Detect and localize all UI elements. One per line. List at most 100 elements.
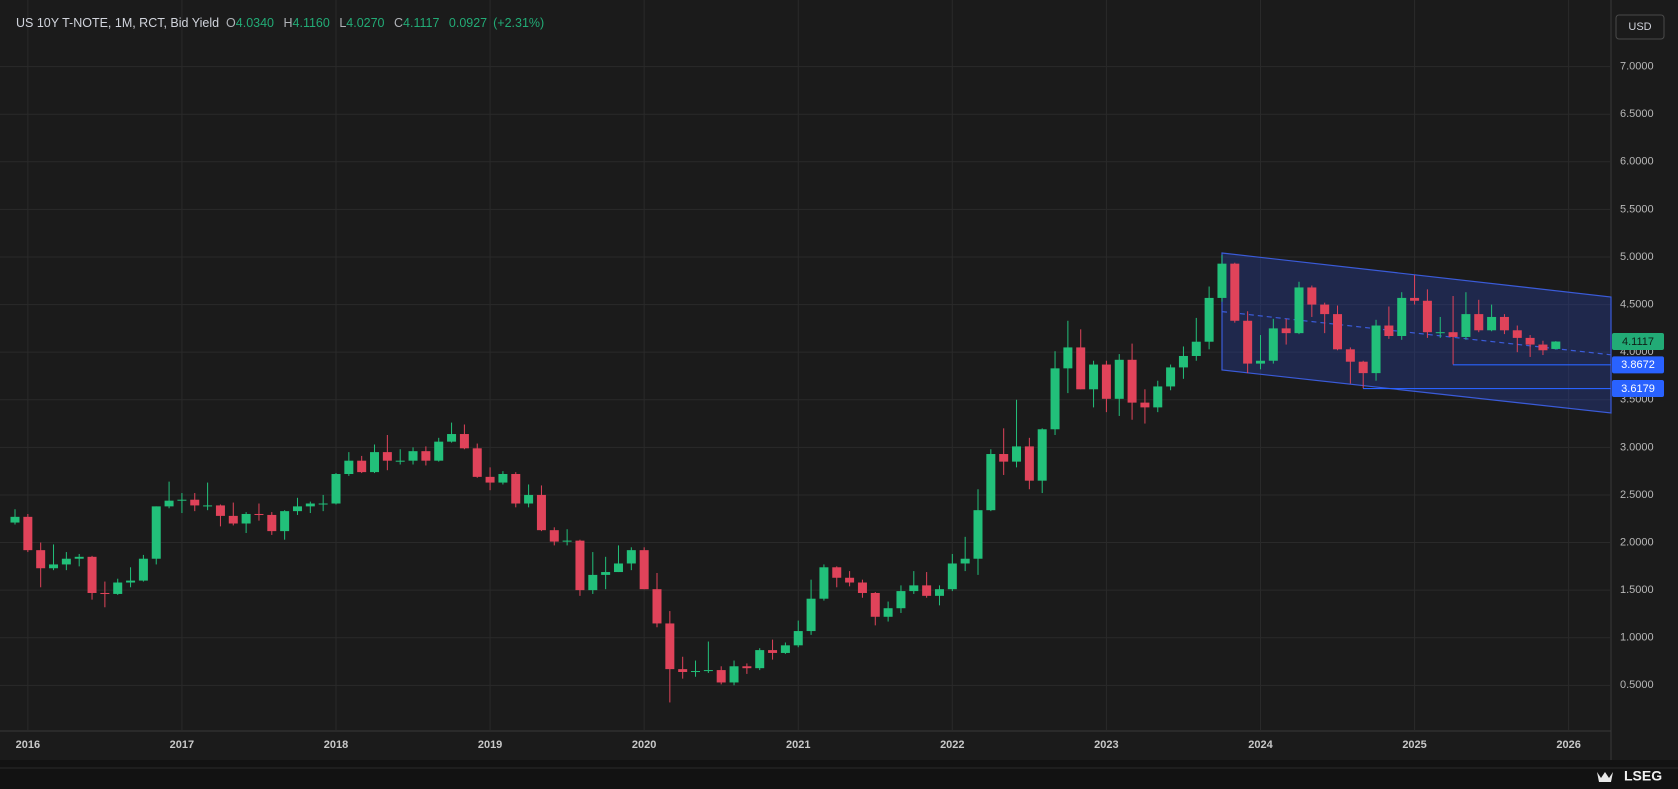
- candle-body: [1538, 344, 1548, 351]
- readout-key: O: [226, 16, 236, 30]
- candle-body: [434, 441, 444, 461]
- candle-body: [768, 650, 778, 653]
- candle-body: [896, 591, 906, 609]
- x-tick-label: 2019: [478, 739, 502, 751]
- candle-body: [986, 454, 996, 511]
- readout-change: 0.0927: [448, 16, 488, 30]
- candle-body: [408, 451, 418, 461]
- candle-body: [1268, 328, 1278, 361]
- y-tick-label: 6.5000: [1620, 108, 1654, 120]
- candle-body: [49, 564, 59, 569]
- candle-body: [331, 474, 341, 504]
- candle-body: [1178, 355, 1188, 368]
- candle-body: [1294, 287, 1304, 334]
- candle-body: [1024, 446, 1034, 481]
- x-tick-label: 2020: [632, 739, 656, 751]
- candle-body: [280, 511, 290, 532]
- candle-body: [1435, 332, 1445, 334]
- candle-body: [562, 540, 572, 542]
- candle-body: [665, 623, 675, 670]
- candle-body: [10, 516, 20, 523]
- candle-body: [267, 514, 277, 532]
- candle-body: [1050, 368, 1060, 430]
- candle-body: [1255, 360, 1265, 364]
- candle-body: [1499, 316, 1509, 331]
- candle-body: [857, 582, 867, 593]
- candle-body: [485, 476, 495, 483]
- candle-body: [1127, 359, 1137, 403]
- candle-body: [292, 506, 302, 512]
- candle-body: [703, 670, 713, 672]
- candle-body: [421, 451, 431, 461]
- y-tick-label: 1.5000: [1620, 584, 1654, 596]
- candle-body: [909, 585, 919, 592]
- candle-body: [1422, 300, 1432, 333]
- candle-body: [1551, 341, 1561, 349]
- candle-body: [472, 448, 482, 477]
- candle-body: [357, 460, 367, 473]
- candle-body: [1525, 337, 1535, 345]
- channel-fill: [1221, 252, 1612, 414]
- candle-body: [845, 577, 855, 583]
- candle-body: [626, 550, 636, 564]
- candle-body: [1281, 328, 1291, 334]
- candle-body: [691, 671, 701, 673]
- candle-body: [1345, 349, 1355, 362]
- readout-value: 4.0340: [235, 16, 275, 30]
- footer: [0, 760, 1678, 789]
- price-tag-label: 4.1117: [1622, 336, 1654, 348]
- candle-body: [1217, 263, 1227, 298]
- candle-body: [999, 454, 1009, 462]
- currency-box[interactable]: [1615, 14, 1665, 40]
- candle-body: [215, 505, 225, 516]
- x-tick-label: 2026: [1556, 739, 1580, 751]
- candle-body: [1063, 347, 1073, 369]
- readout-key: C: [394, 16, 404, 30]
- logo-icon: [1597, 772, 1613, 782]
- readout-key: H: [283, 16, 293, 30]
- candle-body: [960, 558, 970, 564]
- candle-body: [1474, 314, 1484, 331]
- candle-body: [164, 500, 174, 507]
- candle-body: [1448, 332, 1458, 337]
- candle-body: [1320, 304, 1330, 315]
- candle-body: [1101, 364, 1111, 399]
- candle-body: [716, 670, 726, 683]
- y-tick-label: 5.5000: [1620, 203, 1654, 215]
- candle-body: [639, 550, 649, 590]
- candle-body: [1204, 297, 1214, 342]
- candle-body: [922, 585, 932, 596]
- x-tick-label: 2018: [324, 739, 348, 751]
- readout-change-pct: (+2.31%): [493, 16, 545, 30]
- candle-body: [793, 631, 803, 646]
- candle-body: [755, 650, 765, 669]
- candle-body: [1012, 446, 1022, 462]
- candle-body: [870, 592, 880, 617]
- x-tick-label: 2017: [170, 739, 194, 751]
- candle-body: [126, 580, 136, 583]
- candles: [10, 255, 1561, 703]
- x-tick-label: 2024: [1248, 739, 1273, 751]
- candle-body: [601, 572, 611, 575]
- candle-body: [74, 556, 84, 559]
- candle-body: [973, 510, 983, 559]
- y-tick-label: 7.0000: [1620, 61, 1654, 73]
- candle-body: [498, 474, 508, 483]
- candle-body: [883, 608, 893, 617]
- candle-body: [678, 669, 688, 672]
- candle-body: [370, 452, 380, 473]
- price-tag-label: 3.8672: [1621, 359, 1655, 371]
- candle-body: [23, 516, 33, 551]
- candle-body: [511, 474, 521, 504]
- price-tag: [1612, 356, 1664, 374]
- candle-body: [1371, 325, 1381, 374]
- logo-mark: [1597, 772, 1613, 782]
- candle-body: [318, 503, 328, 505]
- candle-body: [1076, 347, 1086, 390]
- candle-body: [1230, 263, 1240, 321]
- candle-body: [36, 550, 46, 569]
- y-tick-label: 6.0000: [1620, 156, 1654, 168]
- candle-body: [1140, 402, 1150, 408]
